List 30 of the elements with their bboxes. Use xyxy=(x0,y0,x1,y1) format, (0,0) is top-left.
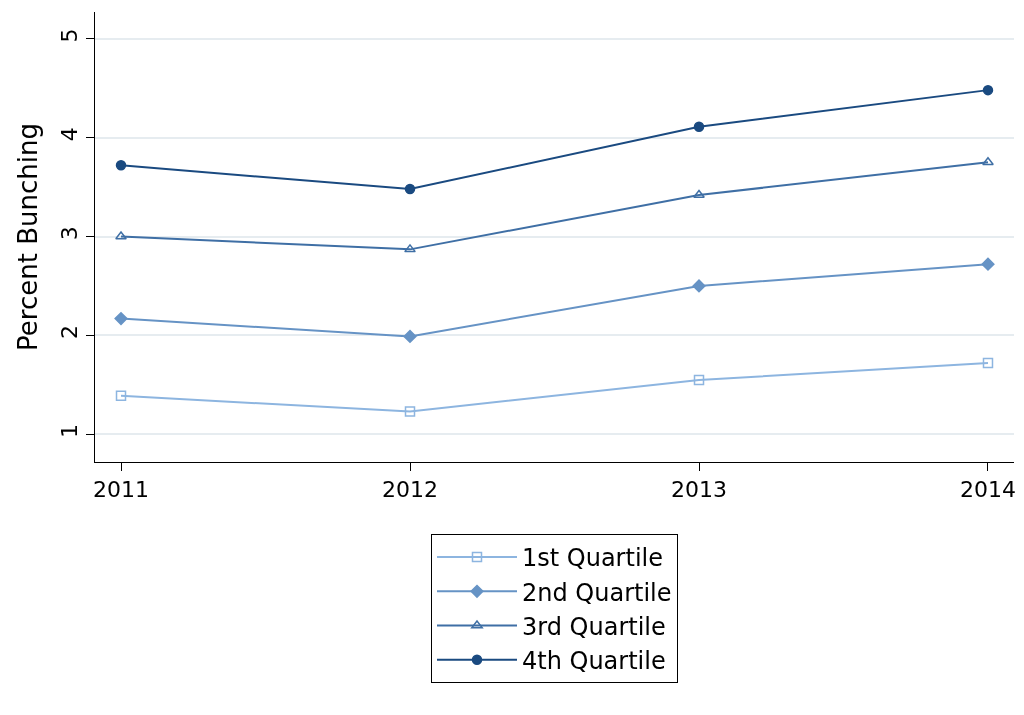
point xyxy=(693,121,705,132)
point xyxy=(403,329,417,343)
legend-label: 4th Quartile xyxy=(522,647,666,676)
point xyxy=(692,279,706,293)
point xyxy=(982,157,994,166)
legend-label: 2nd Quartile xyxy=(522,578,672,607)
point xyxy=(693,374,705,386)
y-tick-label: 4 xyxy=(57,127,83,142)
y-axis-title: Percent Bunching xyxy=(12,123,43,351)
point xyxy=(114,311,128,326)
point xyxy=(404,183,416,195)
legend-label: 3rd Quartile xyxy=(522,612,666,641)
x-tick-label: 2012 xyxy=(382,477,438,503)
point xyxy=(982,357,994,369)
legend-label: 1st Quartile xyxy=(522,544,663,573)
point xyxy=(404,244,416,253)
point xyxy=(981,257,995,271)
point xyxy=(982,84,994,96)
y-tick-label: 2 xyxy=(57,325,83,340)
point xyxy=(115,231,127,240)
y-tick-label: 5 xyxy=(57,28,83,43)
y-tick-label: 3 xyxy=(57,226,83,241)
point xyxy=(404,406,416,417)
point xyxy=(693,189,705,198)
point xyxy=(115,390,127,401)
y-tick-label: 1 xyxy=(57,424,83,439)
x-tick-label: 2011 xyxy=(93,477,150,503)
x-tick-label: 2013 xyxy=(671,477,727,503)
x-tick-label: 2014 xyxy=(959,477,1016,503)
point xyxy=(115,160,127,171)
